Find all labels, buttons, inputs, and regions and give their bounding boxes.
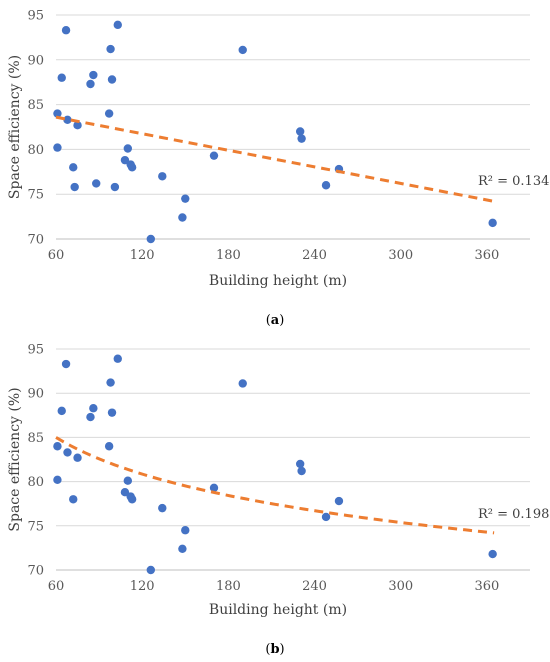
y-tick-label: 90 xyxy=(27,53,44,68)
r-squared-label: R² = 0.1343 xyxy=(478,174,550,189)
r-squared-label: R² = 0.1986 xyxy=(478,507,550,522)
data-point xyxy=(69,163,78,172)
data-point xyxy=(53,109,62,118)
data-point xyxy=(123,476,133,485)
data-point xyxy=(158,172,167,181)
data-point xyxy=(146,565,155,575)
data-point xyxy=(63,448,72,457)
data-point xyxy=(104,109,114,118)
data-point xyxy=(321,181,331,190)
x-tick-label: 360 xyxy=(474,248,499,263)
y-tick-label: 80 xyxy=(27,143,44,158)
data-point xyxy=(107,408,117,417)
panel-caption: (a) xyxy=(266,313,285,328)
data-point xyxy=(120,155,130,165)
data-point xyxy=(209,483,219,492)
data-point xyxy=(120,488,130,497)
data-point xyxy=(104,442,114,451)
data-point xyxy=(113,20,122,30)
data-point xyxy=(69,495,78,504)
data-point xyxy=(158,503,167,513)
x-tick-label: 60 xyxy=(48,579,65,594)
panel-caption: (b) xyxy=(265,642,284,657)
data-point xyxy=(106,378,115,387)
data-point xyxy=(238,45,247,55)
y-tick-label: 70 xyxy=(27,233,44,248)
data-point xyxy=(53,442,62,451)
x-tick-label: 120 xyxy=(130,248,155,263)
x-tick-label: 240 xyxy=(302,579,327,594)
data-point xyxy=(321,512,331,522)
x-tick-label: 60 xyxy=(48,248,65,263)
data-point xyxy=(113,354,122,363)
y-tick-label: 90 xyxy=(27,387,44,402)
data-point xyxy=(61,359,71,369)
data-point xyxy=(334,496,344,506)
data-point xyxy=(295,127,305,136)
data-point xyxy=(92,179,101,188)
data-point xyxy=(107,75,117,84)
y-axis-title: Space efficiency (%) xyxy=(7,387,23,531)
data-point xyxy=(89,404,98,413)
data-point xyxy=(488,218,497,228)
data-point xyxy=(53,143,62,152)
data-point xyxy=(110,182,120,192)
data-point xyxy=(297,466,306,476)
x-tick-label: 360 xyxy=(474,579,499,594)
chart-panel-b: 70 75 80 85 90 95 60 120 180 240 300 360 Building he… xyxy=(7,343,550,658)
data-point xyxy=(209,151,219,160)
data-point xyxy=(295,459,305,469)
data-point xyxy=(73,453,82,462)
data-point xyxy=(297,134,306,143)
x-tick-label: 300 xyxy=(388,579,413,594)
y-tick-label: 75 xyxy=(27,188,44,203)
y-tick-label: 75 xyxy=(27,519,44,534)
data-point xyxy=(127,163,137,172)
trendline xyxy=(55,436,495,535)
data-point xyxy=(63,115,72,125)
x-tick-label: 120 xyxy=(130,579,155,594)
data-point xyxy=(86,412,95,422)
data-point xyxy=(488,549,497,559)
data-point xyxy=(238,379,247,388)
y-tick-label: 95 xyxy=(27,9,44,24)
y-tick-label: 85 xyxy=(27,431,44,446)
y-tick-label: 85 xyxy=(27,98,44,113)
data-point xyxy=(53,475,62,485)
data-point xyxy=(106,44,115,54)
data-point xyxy=(181,194,190,203)
data-point xyxy=(86,79,95,89)
y-tick-label: 70 xyxy=(27,564,44,579)
data-point xyxy=(57,406,66,416)
x-tick-label: 180 xyxy=(216,579,241,594)
x-axis-title: Building height (m) xyxy=(209,602,347,618)
x-axis-title: Building height (m) xyxy=(209,273,347,289)
data-point xyxy=(178,213,187,222)
data-point xyxy=(89,70,98,80)
y-axis-title: Space efficiency (%) xyxy=(7,55,23,199)
data-point xyxy=(181,526,190,535)
y-tick-label: 80 xyxy=(27,475,44,490)
x-tick-label: 300 xyxy=(388,248,413,263)
data-point xyxy=(70,182,79,192)
data-point xyxy=(146,234,155,244)
data-point xyxy=(73,121,82,130)
data-point xyxy=(127,495,137,504)
data-point xyxy=(123,144,133,153)
data-point xyxy=(61,26,71,35)
chart-panel-a: 70 75 80 85 90 95 60 120 180 240 300 360 Building he… xyxy=(7,9,550,329)
data-point xyxy=(57,73,66,82)
x-tick-label: 180 xyxy=(216,248,241,263)
y-tick-label: 95 xyxy=(27,343,44,358)
x-tick-label: 240 xyxy=(302,248,327,263)
data-point xyxy=(178,544,187,553)
